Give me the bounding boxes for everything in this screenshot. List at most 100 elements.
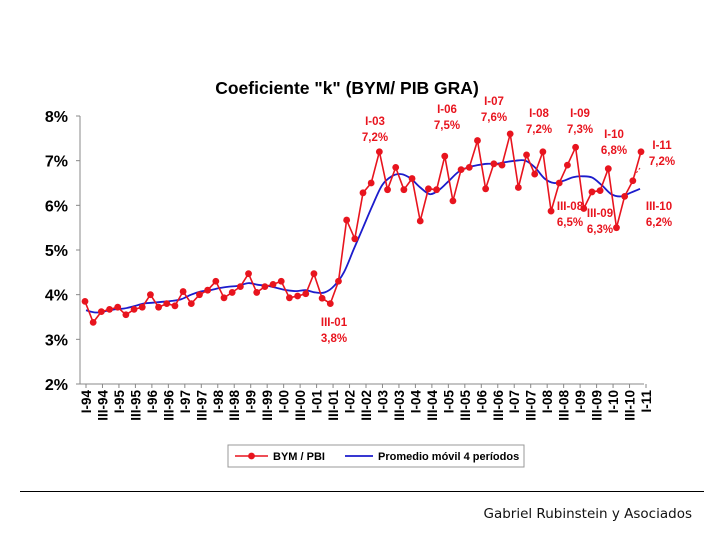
y-tick-label: 8%	[45, 109, 68, 126]
bym-point	[122, 311, 130, 319]
x-tick-label: I-07	[507, 390, 522, 413]
bym-point	[204, 286, 212, 294]
bym-point	[490, 160, 498, 168]
annotation-period: I-09	[570, 108, 590, 120]
bym-point	[97, 308, 105, 316]
bym-point	[130, 306, 138, 313]
bym-point	[425, 185, 432, 193]
x-tick-label: III-10	[623, 390, 638, 421]
legend-bym-marker	[248, 452, 255, 460]
bym-point	[294, 292, 301, 300]
annotation-value: 6,2%	[646, 217, 672, 229]
annotation-period: III-09	[587, 208, 613, 220]
bym-point	[269, 280, 277, 288]
annotation-value: 7,3%	[567, 124, 593, 136]
x-tick-label: I-10	[606, 390, 621, 413]
x-tick-label: I-01	[310, 390, 325, 414]
legend: BYM / PBI Promedio móvil 4 períodos	[227, 444, 525, 468]
annotation-period: III-01	[321, 317, 348, 329]
bym-point	[212, 277, 220, 285]
bym-point	[367, 179, 375, 187]
bym-point	[343, 216, 351, 224]
x-tick-label: I-02	[343, 390, 358, 413]
bym-point	[613, 224, 620, 232]
annotation-value: 7,2%	[526, 124, 552, 136]
bym-point	[514, 184, 522, 191]
x-tick-label: III-98	[227, 390, 242, 421]
bym-point	[351, 235, 359, 243]
bym-point	[179, 288, 187, 295]
bym-point	[171, 302, 179, 310]
bym-point	[81, 297, 89, 305]
bym-point	[245, 270, 252, 278]
annotation-value: 7,2%	[362, 132, 388, 144]
annotation-value: 7,2%	[649, 156, 675, 168]
annotation-leader	[633, 167, 641, 177]
x-tick-label: III-95	[128, 390, 143, 421]
bym-point	[138, 303, 146, 311]
legend-box	[227, 444, 525, 468]
y-tick-label: 2%	[45, 377, 68, 394]
bym-point	[539, 148, 547, 156]
annotation-period: I-06	[437, 104, 457, 116]
x-tick-label: III-09	[590, 390, 605, 421]
y-tick-label: 4%	[45, 288, 68, 305]
annotation-value: 6,3%	[587, 224, 613, 236]
bym-point	[621, 193, 629, 200]
x-tick-label: I-11	[639, 390, 654, 413]
x-tick-label: III-07	[524, 390, 539, 421]
x-tick-label: I-95	[112, 390, 127, 414]
bym-point	[359, 189, 367, 197]
x-tick-label: I-03	[375, 390, 390, 414]
bym-point	[318, 294, 326, 302]
bym-point	[147, 291, 154, 299]
x-tick-label: III-96	[161, 390, 176, 421]
bym-point	[220, 294, 228, 302]
bym-point	[302, 290, 310, 298]
bym-point	[588, 188, 596, 196]
annotation-value: 7,6%	[481, 112, 507, 124]
annotation-period: I-11	[652, 140, 672, 152]
x-tick-label: III-04	[425, 390, 440, 421]
annotation-period: I-08	[529, 108, 549, 120]
bym-point	[523, 151, 530, 159]
y-tick-label: 6%	[45, 198, 68, 215]
x-tick-label: I-09	[573, 390, 588, 413]
bym-point	[163, 300, 171, 307]
bym-point	[392, 163, 400, 171]
bym-point	[449, 197, 457, 205]
bym-point	[465, 163, 473, 171]
annotation-period: I-07	[484, 96, 504, 108]
x-tick-label: I-00	[277, 390, 292, 413]
chart-title: Coeficiente "k" (BYM/ PIB GRA)	[215, 78, 479, 98]
bym-point	[457, 166, 465, 174]
bym-point	[277, 277, 285, 285]
x-tick-label: I-06	[474, 390, 489, 414]
x-tick-label: I-05	[441, 390, 456, 414]
x-tick-label: I-99	[244, 390, 259, 413]
bym-point	[400, 186, 408, 194]
bym-point	[228, 289, 236, 296]
bym-point	[310, 270, 318, 278]
annotation-value: 7,5%	[434, 120, 460, 132]
bym-point	[106, 306, 113, 313]
bym-point	[474, 137, 481, 144]
x-tick-label: III-02	[359, 390, 374, 421]
legend-bym-label: BYM / PBI	[273, 451, 325, 463]
bym-point	[564, 161, 571, 169]
bym-point	[253, 289, 261, 296]
x-tick-label: III-94	[95, 390, 110, 421]
annotation-value: 3,8%	[321, 333, 347, 345]
bym-point	[637, 148, 645, 156]
annotation-value: 6,5%	[557, 217, 583, 229]
footer-credit: Gabriel Rubinstein y Asociados	[483, 506, 692, 522]
bym-point	[498, 161, 506, 169]
annotations: I-03 7,2% I-06 7,5% I-07 7,6% I-08 7,2% I-09 7,3%…	[321, 96, 675, 345]
bym-point	[547, 207, 555, 215]
bym-point	[604, 165, 612, 173]
bym-point	[580, 205, 588, 212]
bym-point	[375, 148, 383, 156]
annotation-period: I-03	[365, 116, 385, 128]
bym-point	[441, 152, 449, 160]
bym-point	[596, 187, 604, 194]
